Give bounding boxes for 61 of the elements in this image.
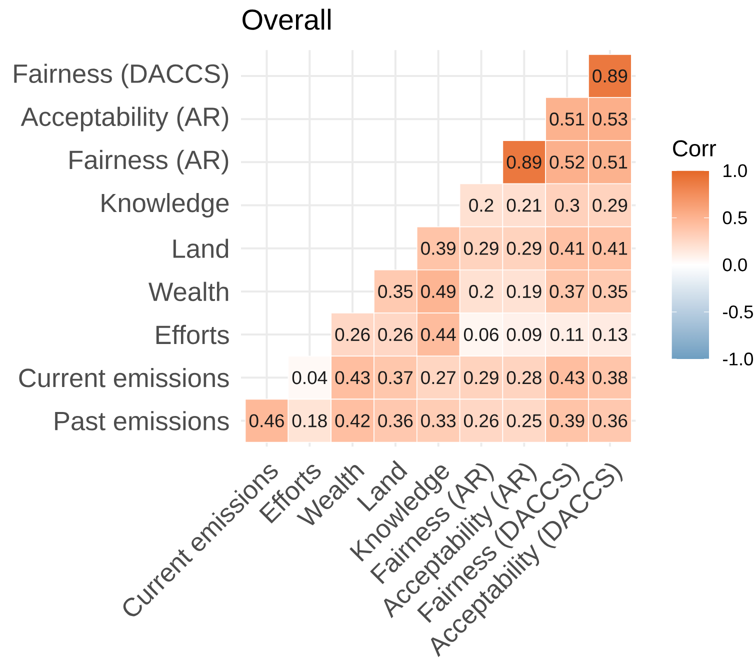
data-label: 0.2 <box>469 284 494 298</box>
y-tick-label: Current emissions <box>19 368 229 388</box>
data-label: 0.04 <box>292 371 328 384</box>
chart-title: Overall <box>242 8 330 30</box>
data-label: 0.13 <box>592 328 628 342</box>
data-label: 0.41 <box>592 242 628 255</box>
data-label: 0.29 <box>464 371 498 384</box>
y-tick-label: Acceptability (AR) <box>20 106 228 132</box>
data-label: 0.36 <box>378 414 413 428</box>
data-label: 0.21 <box>506 198 542 212</box>
data-label: 0.29 <box>506 242 542 255</box>
data-label: 0.26 <box>464 414 498 428</box>
y-tick-label: Fairness (DACCS) <box>14 64 228 88</box>
data-label: 0.39 <box>550 414 584 428</box>
data-label: 0.89 <box>506 156 542 169</box>
y-tick-label: Land <box>173 238 228 258</box>
data-label: 0.35 <box>592 284 628 298</box>
data-label: 0.27 <box>421 371 456 384</box>
data-label: 0.38 <box>592 371 628 384</box>
data-label: 0.26 <box>335 328 370 342</box>
data-label: 0.44 <box>421 328 456 342</box>
data-label: 0.41 <box>550 242 584 255</box>
data-label: 0.42 <box>335 414 370 428</box>
y-tick-label: Fairness (AR) <box>70 150 228 174</box>
data-label: 0.29 <box>592 198 628 212</box>
data-label: 0.46 <box>249 414 284 428</box>
data-label: 0.09 <box>506 328 542 342</box>
data-label: 0.89 <box>592 69 628 83</box>
color-bar-label: 1.0 <box>724 164 747 178</box>
data-label: 0.43 <box>335 371 370 384</box>
y-tick-label: Wealth <box>148 282 228 302</box>
data-label: 0.29 <box>464 242 498 255</box>
data-label: 0.35 <box>378 284 413 298</box>
data-label: 0.53 <box>592 112 628 126</box>
data-label: 0.51 <box>550 112 584 126</box>
color-bar-label: -1.0 <box>723 352 754 366</box>
data-label: 0.33 <box>421 414 456 428</box>
color-bar-title: Corr <box>673 140 716 156</box>
data-label: 0.06 <box>464 328 498 342</box>
data-label: 0.49 <box>421 284 456 298</box>
y-tick-label: Efforts <box>156 324 229 344</box>
data-label: 0.28 <box>506 371 542 384</box>
y-tick-label: Past emissions <box>55 411 229 430</box>
color-bar-label: 0.0 <box>722 258 747 272</box>
color-bar-label: 0.5 <box>722 211 747 224</box>
data-label: 0.25 <box>506 414 542 428</box>
data-label: 0.37 <box>378 371 413 384</box>
data-label: 0.3 <box>554 198 580 212</box>
data-label: 0.52 <box>550 156 584 169</box>
data-label: 0.18 <box>292 414 327 428</box>
color-bar-label: -0.5 <box>723 305 753 318</box>
data-label: 0.11 <box>550 328 584 342</box>
data-label: 0.2 <box>469 198 494 212</box>
data-label: 0.43 <box>550 371 584 384</box>
data-label: 0.51 <box>592 156 628 169</box>
data-label: 0.39 <box>421 242 456 255</box>
data-label: 0.36 <box>592 414 628 428</box>
data-label: 0.26 <box>378 328 413 342</box>
data-label: 0.37 <box>550 284 584 298</box>
y-tick-label: Knowledge <box>102 193 229 218</box>
data-label: 0.19 <box>506 284 542 298</box>
